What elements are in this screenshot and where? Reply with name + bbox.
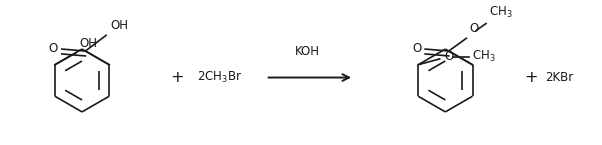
Text: +: + <box>170 70 184 85</box>
Text: O: O <box>445 50 454 63</box>
Text: 2KBr: 2KBr <box>545 71 574 84</box>
Text: O: O <box>49 42 58 55</box>
Text: CH$_3$: CH$_3$ <box>472 49 496 65</box>
Text: CH$_3$: CH$_3$ <box>489 4 513 20</box>
Text: 2CH$_3$Br: 2CH$_3$Br <box>197 70 242 85</box>
Text: +: + <box>524 70 538 85</box>
Text: O: O <box>412 42 421 55</box>
Text: OH: OH <box>79 37 98 50</box>
Text: KOH: KOH <box>296 45 320 58</box>
Text: O: O <box>470 22 479 35</box>
Text: OH: OH <box>110 19 128 32</box>
